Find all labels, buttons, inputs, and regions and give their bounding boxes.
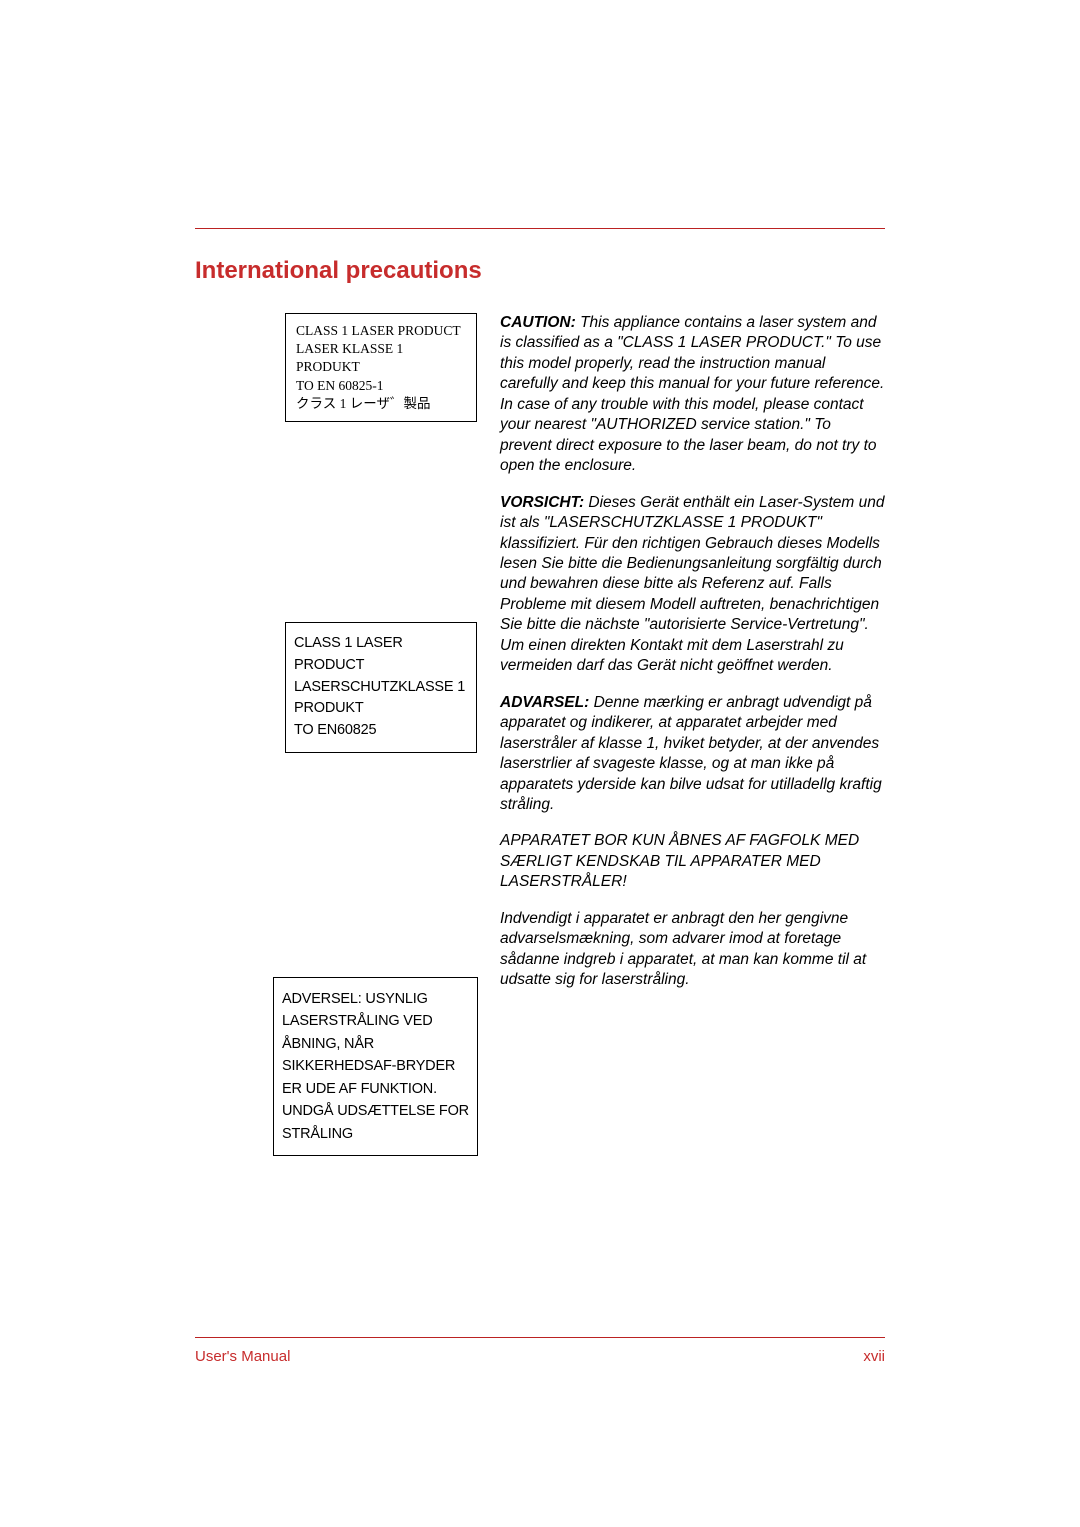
advarsel-lead: ADVARSEL: xyxy=(500,694,589,711)
caution-lead: CAUTION: xyxy=(500,314,576,331)
label-line: TO EN60825 xyxy=(294,720,468,742)
caution-body: This appliance contains a laser system a… xyxy=(500,314,884,474)
page-content: International precautions CLASS 1 LASER … xyxy=(195,228,885,1156)
two-column-layout: CLASS 1 LASER PRODUCT LASER KLASSE 1 PRO… xyxy=(195,313,885,1156)
label-line: TO EN 60825-1 xyxy=(296,377,466,395)
vorsicht-lead: VORSICHT: xyxy=(500,494,584,511)
label-line: クラス 1 レーザ゛製品 xyxy=(296,395,466,413)
footer-row: User's Manual xvii xyxy=(195,1348,885,1365)
spacer xyxy=(195,422,480,622)
page-footer: User's Manual xvii xyxy=(195,1337,885,1365)
laser-label-box-1: CLASS 1 LASER PRODUCT LASER KLASSE 1 PRO… xyxy=(285,313,477,422)
left-column: CLASS 1 LASER PRODUCT LASER KLASSE 1 PRO… xyxy=(195,313,480,1156)
label-line: ADVERSEL: USYNLIG LASERSTRÅLING VED ÅBNI… xyxy=(282,988,469,1145)
label-line: LASERSCHUTZKLASSE 1 PRODUKT xyxy=(294,677,468,721)
laser-label-box-2: CLASS 1 LASER PRODUCT LASERSCHUTZKLASSE … xyxy=(285,622,477,753)
vorsicht-paragraph: VORSICHT: Dieses Gerät enthält ein Laser… xyxy=(500,493,885,677)
advarsel-paragraph: ADVARSEL: Denne mærking er anbragt udven… xyxy=(500,693,885,816)
footer-rule xyxy=(195,1337,885,1338)
label-line: CLASS 1 LASER PRODUCT xyxy=(296,322,466,340)
spacer xyxy=(195,753,480,977)
top-rule xyxy=(195,228,885,229)
vorsicht-body: Dieses Gerät enthält ein Laser-System un… xyxy=(500,494,885,675)
footer-page-number: xvii xyxy=(863,1348,885,1365)
apparatet-paragraph: APPARATET BOR KUN ÅBNES AF FAGFOLK MED S… xyxy=(500,831,885,892)
label-line: LASER KLASSE 1 PRODUKT xyxy=(296,340,466,376)
right-column: CAUTION: This appliance contains a laser… xyxy=(500,313,885,1156)
laser-label-box-3: ADVERSEL: USYNLIG LASERSTRÅLING VED ÅBNI… xyxy=(273,977,478,1156)
indvendigt-paragraph: Indvendigt i apparatet er anbragt den he… xyxy=(500,909,885,991)
footer-left-text: User's Manual xyxy=(195,1348,290,1365)
caution-paragraph: CAUTION: This appliance contains a laser… xyxy=(500,313,885,477)
advarsel-body: Denne mærking er anbragt udvendigt på ap… xyxy=(500,694,882,813)
section-title: International precautions xyxy=(195,257,885,285)
label-line: CLASS 1 LASER PRODUCT xyxy=(294,633,468,677)
